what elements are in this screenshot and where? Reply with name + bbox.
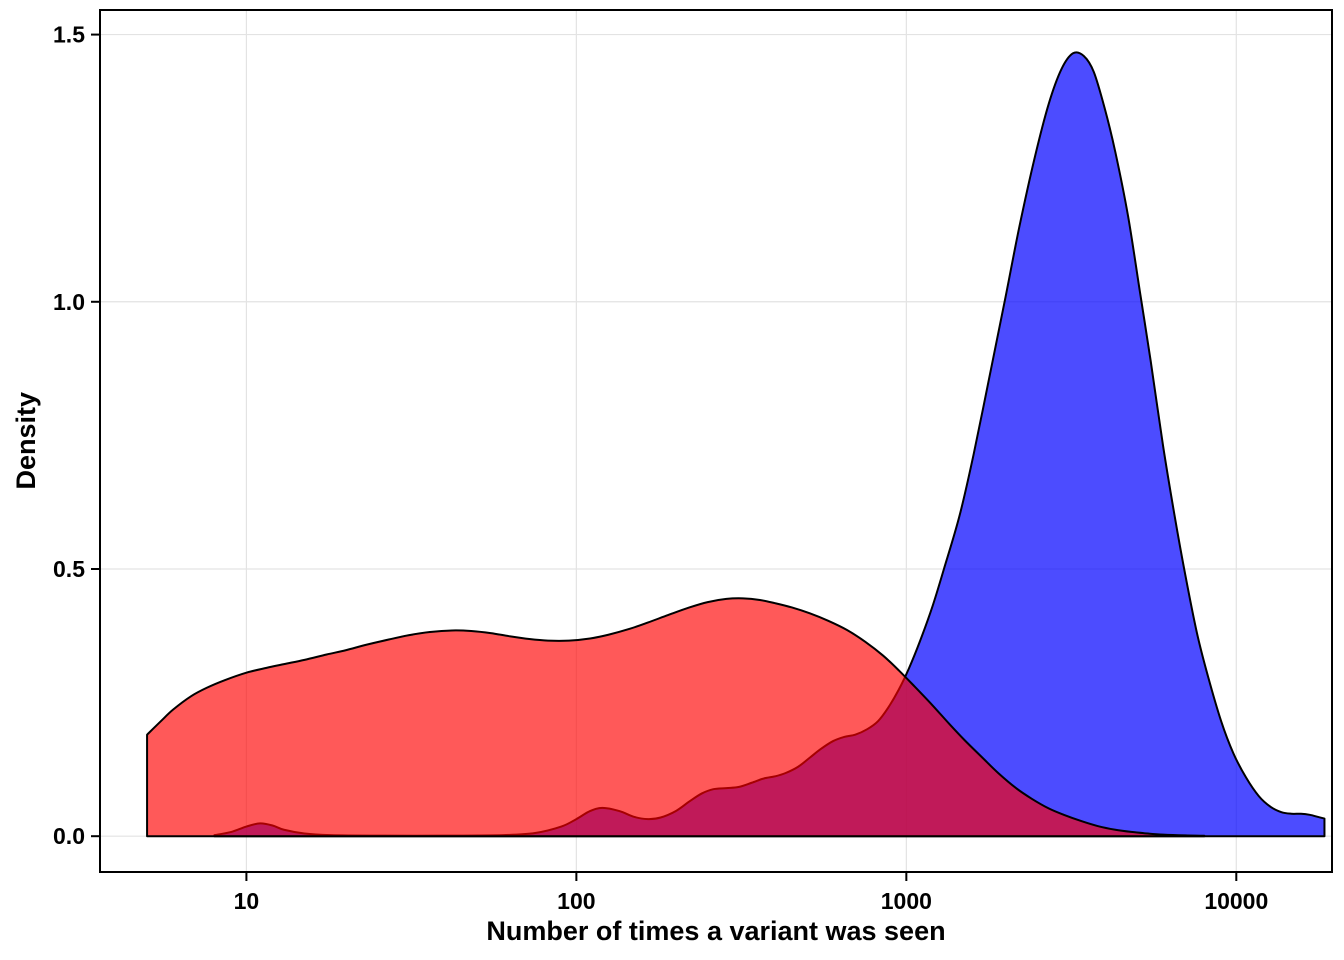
y-axis-title: Density <box>10 392 41 490</box>
panel-border <box>99 9 1333 873</box>
x-tick-label: 100 <box>557 888 595 914</box>
x-tick-label: 10000 <box>1204 888 1268 914</box>
y-tick-label: 0.5 <box>53 556 85 582</box>
x-tick-label: 1000 <box>881 888 932 914</box>
y-tick-label: 0.0 <box>53 823 85 849</box>
y-axis-title-wrap: Density <box>4 10 48 872</box>
x-axis-title: Number of times a variant was seen <box>486 916 946 946</box>
x-tick-label: 10 <box>234 888 260 914</box>
y-tick-label: 1.0 <box>53 289 85 315</box>
red-density-area <box>146 597 1206 838</box>
y-tick-label: 1.5 <box>53 22 85 48</box>
